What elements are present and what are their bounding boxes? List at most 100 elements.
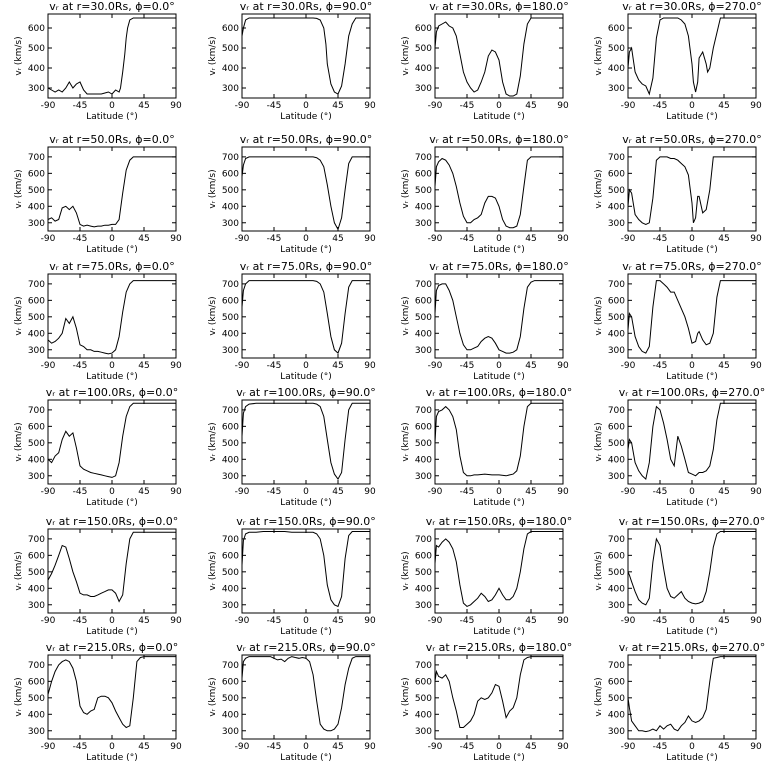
x-tick-label: 45: [718, 234, 729, 244]
x-tick-label: -90: [235, 616, 250, 626]
x-tick-label: -90: [41, 487, 56, 497]
y-tick-label: 600: [222, 296, 239, 306]
y-axis-label: vᵣ (km/s): [14, 36, 24, 75]
vr-series-line: [627, 531, 756, 606]
y-tick-label: 600: [28, 296, 45, 306]
y-tick-label: 400: [28, 584, 45, 594]
x-tick-label: -90: [41, 616, 56, 626]
y-tick-label: 300: [28, 84, 45, 94]
y-axis-label: vᵣ (km/s): [208, 296, 218, 335]
y-tick-label: 300: [222, 727, 239, 737]
x-tick-label: -45: [460, 616, 475, 626]
x-tick-label: 90: [170, 616, 182, 626]
x-tick-label: -90: [235, 361, 250, 371]
x-tick-label: -90: [428, 101, 443, 111]
y-tick-label: 400: [415, 455, 432, 465]
y-tick-label: 300: [415, 472, 432, 482]
x-tick-label: -90: [621, 742, 636, 752]
plot-frame: [434, 654, 564, 740]
y-tick-label: 600: [415, 677, 432, 687]
panel-23: vᵣ at r=215.0Rs, ϕ=180.0° -90 -45 0 45 90 Lati…: [401, 641, 572, 763]
y-tick-label: 500: [415, 44, 432, 54]
panel-8: vᵣ at r=50.0Rs, ϕ=270.0° -90 -45 0 45 90 Latit…: [594, 133, 762, 255]
y-tick-label: 700: [608, 153, 625, 163]
y-tick-label: 700: [28, 280, 45, 290]
x-axis-label: Latitude (°): [86, 372, 137, 382]
x-tick-label: 45: [332, 616, 343, 626]
y-tick-label: 500: [222, 186, 239, 196]
x-tick-label: 45: [525, 101, 536, 111]
y-tick-label: 500: [28, 568, 45, 578]
y-tick-label: 400: [28, 64, 45, 74]
x-tick-label: 0: [109, 234, 115, 244]
y-tick-label: 400: [608, 455, 625, 465]
y-tick-label: 500: [608, 568, 625, 578]
y-tick-label: 300: [415, 84, 432, 94]
x-tick-label: 0: [496, 742, 502, 752]
y-tick-label: 400: [608, 329, 625, 339]
x-tick-label: 0: [109, 487, 115, 497]
y-tick-label: 700: [415, 661, 432, 671]
x-tick-label: 0: [689, 101, 695, 111]
x-axis-label: Latitude (°): [280, 498, 331, 508]
y-tick-label: 500: [28, 313, 45, 323]
x-tick-label: 45: [718, 101, 729, 111]
y-tick-label: 700: [222, 280, 239, 290]
y-tick-label: 300: [415, 219, 432, 229]
x-tick-label: -45: [73, 742, 88, 752]
y-tick-label: 600: [608, 296, 625, 306]
x-tick-label: -45: [267, 234, 282, 244]
x-tick-label: 0: [303, 361, 309, 371]
x-axis-label: Latitude (°): [86, 112, 137, 122]
panel-13: vᵣ at r=100.0Rs, ϕ=0.0° -90 -45 0 45 90 Latitu…: [14, 386, 182, 508]
panel-title: vᵣ at r=75.0Rs, ϕ=270.0°: [622, 260, 761, 273]
panel-3: vᵣ at r=30.0Rs, ϕ=180.0° -90 -45 0 45 90 Latit…: [401, 0, 569, 122]
x-tick-label: 0: [109, 101, 115, 111]
y-tick-label: 600: [608, 24, 625, 34]
plot-frame: [47, 654, 177, 740]
y-tick-label: 300: [28, 346, 45, 356]
x-tick-label: 45: [138, 487, 149, 497]
y-tick-label: 400: [222, 64, 239, 74]
panel-title: vᵣ at r=100.0Rs, ϕ=180.0°: [426, 386, 572, 399]
x-tick-label: 45: [138, 742, 149, 752]
y-tick-label: 700: [28, 535, 45, 545]
y-tick-label: 500: [28, 439, 45, 449]
panel-12: vᵣ at r=75.0Rs, ϕ=270.0° -90 -45 0 45 90 Latit…: [594, 260, 762, 382]
y-tick-label: 600: [28, 551, 45, 561]
y-tick-label: 400: [415, 710, 432, 720]
plot-frame: [47, 273, 177, 359]
x-tick-label: 90: [750, 234, 762, 244]
x-axis-label: Latitude (°): [86, 627, 137, 637]
x-tick-label: 90: [170, 234, 182, 244]
vr-series-line: [47, 17, 176, 95]
vr-series-line: [627, 656, 756, 733]
vr-series-line: [434, 656, 563, 728]
y-axis-label: vᵣ (km/s): [14, 169, 24, 208]
y-axis-label: vᵣ (km/s): [208, 36, 218, 75]
y-tick-label: 300: [415, 346, 432, 356]
y-tick-label: 400: [608, 202, 625, 212]
y-tick-label: 500: [608, 186, 625, 196]
x-tick-label: -90: [41, 742, 56, 752]
y-tick-label: 300: [608, 219, 625, 229]
x-tick-label: -45: [653, 616, 668, 626]
vr-series-line: [434, 402, 563, 477]
y-tick-label: 600: [222, 677, 239, 687]
x-tick-label: 0: [303, 487, 309, 497]
y-axis-label: vᵣ (km/s): [401, 551, 411, 590]
x-tick-label: 90: [557, 101, 569, 111]
y-tick-label: 600: [415, 422, 432, 432]
y-tick-label: 300: [222, 84, 239, 94]
vr-series-line: [47, 531, 176, 603]
vr-series-line: [47, 280, 176, 355]
x-tick-label: -90: [428, 616, 443, 626]
y-tick-label: 600: [415, 24, 432, 34]
y-axis-label: vᵣ (km/s): [208, 169, 218, 208]
y-tick-label: 500: [608, 313, 625, 323]
y-tick-label: 400: [222, 455, 239, 465]
y-axis-label: vᵣ (km/s): [208, 551, 218, 590]
y-tick-label: 600: [415, 296, 432, 306]
plot-frame: [47, 399, 177, 485]
y-axis-label: vᵣ (km/s): [594, 551, 604, 590]
